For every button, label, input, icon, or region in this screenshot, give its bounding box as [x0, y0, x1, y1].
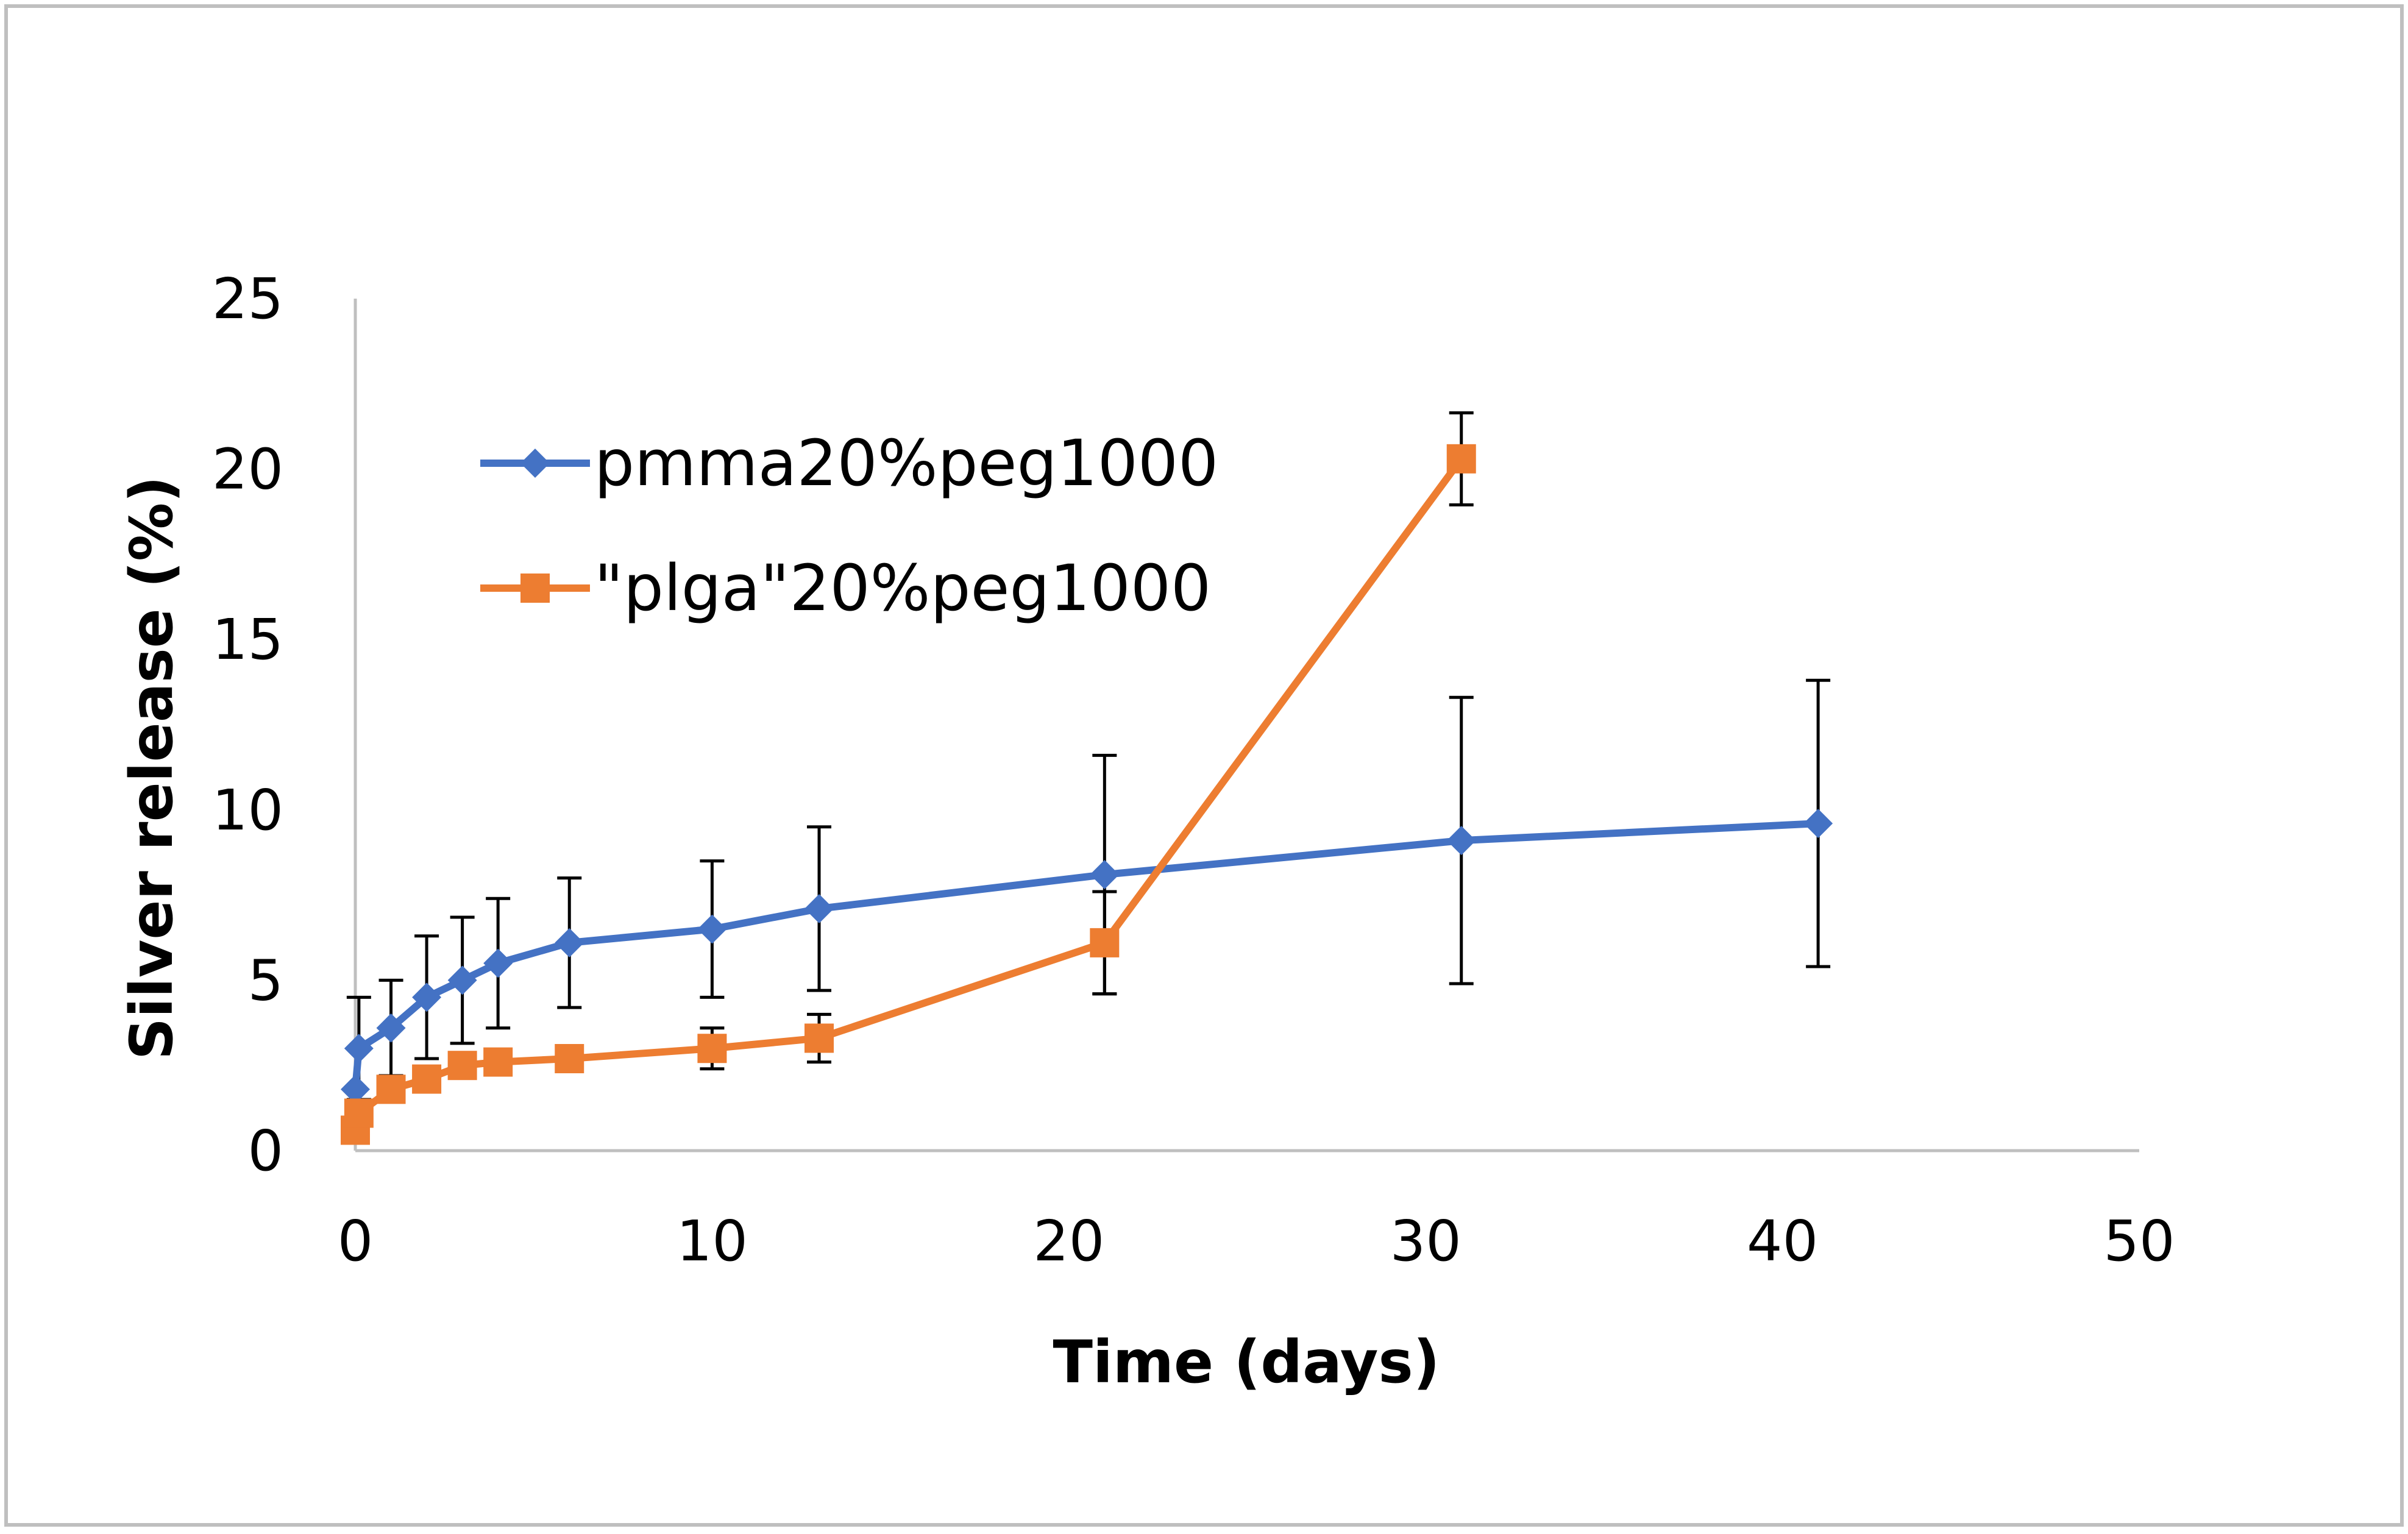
x-tick-label: 50 [2103, 1209, 2175, 1274]
x-tick-label: 20 [1033, 1209, 1104, 1274]
data-point [555, 928, 584, 957]
data-point [697, 914, 727, 944]
x-tick-label: 30 [1390, 1209, 1461, 1274]
data-point [344, 1034, 374, 1064]
y-tick-label: 0 [247, 1118, 283, 1184]
y-tick-label: 25 [212, 266, 283, 332]
data-point [447, 1051, 477, 1081]
data-point [447, 965, 477, 995]
chart-border [4, 4, 2404, 1527]
data-point [804, 893, 834, 923]
data-point [344, 1098, 374, 1128]
x-tick-label: 40 [1747, 1209, 1818, 1274]
y-tick-label: 10 [212, 778, 283, 843]
legend-label: "plga"20%peg1000 [594, 551, 1211, 625]
legend: pmma20%peg1000 "plga"20%peg1000 [480, 426, 1218, 625]
legend-marker [520, 573, 550, 603]
legend-item: "plga"20%peg1000 [480, 551, 1211, 625]
x-tick-label: 10 [677, 1209, 748, 1274]
legend-label: pmma20%peg1000 [594, 426, 1218, 500]
axes: 0 5 10 15 20 25 0 10 20 30 40 50 [212, 266, 2175, 1274]
x-axis-title: Time (days) [1053, 1328, 1440, 1396]
y-tick-label: 15 [212, 607, 283, 672]
data-point [1446, 444, 1476, 474]
series-2 [341, 444, 1476, 1145]
data-point [1090, 928, 1120, 957]
data-point [555, 1044, 584, 1074]
y-tick-label: 20 [212, 437, 283, 502]
y-tick-label: 5 [247, 948, 283, 1013]
data-point [376, 1013, 406, 1043]
y-axis-title: Silver release (%) [118, 476, 186, 1060]
data-point [483, 1047, 513, 1077]
data-point [697, 1034, 727, 1064]
legend-item: pmma20%peg1000 [480, 426, 1218, 500]
data-point [1446, 826, 1476, 856]
data-point [1090, 860, 1120, 890]
data-point [483, 948, 513, 978]
data-point [341, 1074, 370, 1104]
legend-marker [520, 449, 550, 478]
data-point [412, 1064, 442, 1094]
series-group [341, 444, 1833, 1145]
x-tick-label: 0 [338, 1209, 374, 1274]
data-point [1803, 809, 1833, 839]
data-point [376, 1074, 406, 1104]
data-point [412, 982, 442, 1012]
data-point [804, 1023, 834, 1053]
series-1 [341, 809, 1833, 1104]
